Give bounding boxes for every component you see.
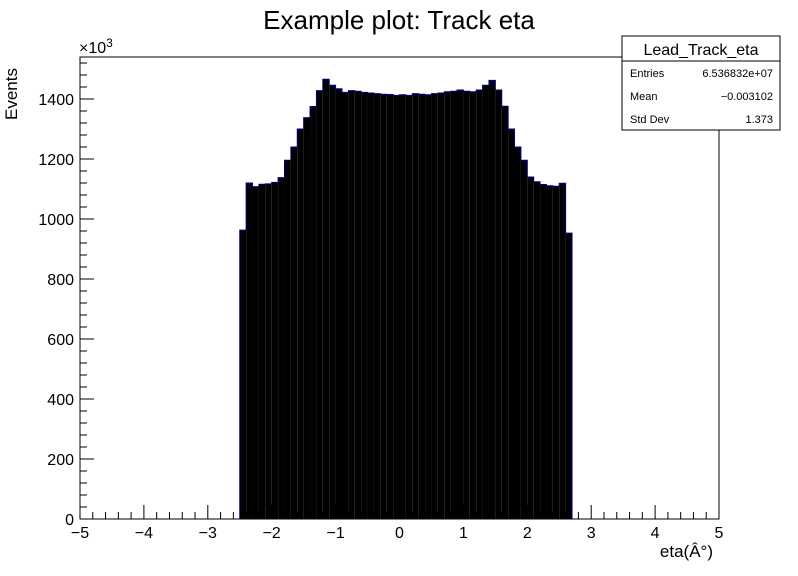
histogram-bar <box>335 88 342 520</box>
histogram-bar <box>540 184 547 519</box>
y-tick-label: 1000 <box>38 212 74 229</box>
x-tick-label: −1 <box>326 525 344 542</box>
x-tick-label: 3 <box>587 525 596 542</box>
y-tick-label: 600 <box>47 332 74 349</box>
histogram-outline <box>239 78 573 519</box>
y-axis-ticks <box>80 62 94 520</box>
histogram-bar <box>520 160 528 519</box>
histogram-bar <box>565 233 573 519</box>
y-tick-label: 400 <box>47 392 74 409</box>
histogram-bar <box>457 90 464 519</box>
histogram-bar <box>546 185 553 519</box>
stats-stddev-value: 1.373 <box>745 114 773 126</box>
histogram-bar <box>354 91 362 519</box>
stats-entries-label: Entries <box>630 68 665 80</box>
y-tick-label: 1400 <box>38 92 74 109</box>
histogram-bar <box>252 186 259 519</box>
x-tick-label: 5 <box>715 525 724 542</box>
y-axis-multiplier-exponent: 3 <box>106 36 113 50</box>
histogram-bar <box>508 129 515 519</box>
y-tick-label: 1200 <box>38 152 74 169</box>
x-tick-label: 2 <box>523 525 532 542</box>
histogram-bar <box>393 95 400 520</box>
histogram-bar <box>322 79 330 519</box>
x-axis-ticks <box>79 505 720 519</box>
histogram-bar <box>271 182 279 519</box>
histogram-bar <box>348 90 355 519</box>
x-tick-label: −3 <box>199 525 217 542</box>
histogram-bar <box>514 147 521 519</box>
stats-mean-value: −0.003102 <box>721 91 773 103</box>
histogram-bar <box>450 91 458 519</box>
histogram-bar <box>501 106 509 519</box>
stats-stddev-label: Std Dev <box>630 114 670 126</box>
histogram-bars <box>239 78 573 520</box>
histogram-bar <box>425 94 432 520</box>
histogram-bar <box>418 94 426 519</box>
histogram-bar <box>284 160 291 519</box>
histogram-bar <box>405 95 413 520</box>
histogram-bar <box>278 177 285 519</box>
x-tick-label: 0 <box>395 525 404 542</box>
y-tick-label: 200 <box>47 452 74 469</box>
histogram-bar <box>444 91 451 520</box>
histogram-bar <box>488 80 496 520</box>
histogram-bar <box>552 186 560 520</box>
histogram-bar <box>367 93 374 519</box>
histogram-bar <box>290 147 298 519</box>
x-tick-label: −4 <box>135 525 153 542</box>
histogram-bar <box>361 92 368 520</box>
histogram-bar <box>559 183 566 520</box>
y-tick-label: 0 <box>65 512 74 529</box>
x-tick-label: 4 <box>651 525 660 542</box>
histogram-bar <box>533 181 541 520</box>
histogram-bar <box>246 183 253 519</box>
histogram-bar <box>463 91 470 519</box>
histogram-bar <box>373 93 381 519</box>
histogram-bar <box>329 85 336 519</box>
histogram-bar <box>239 230 247 519</box>
histogram-bar <box>265 183 272 519</box>
x-axis-label: eta(Â°) <box>660 542 713 561</box>
histogram-bar <box>380 94 387 519</box>
x-tick-label: 1 <box>459 525 468 542</box>
histogram-bar <box>341 92 349 520</box>
histogram-bar <box>297 129 304 519</box>
stats-mean-label: Mean <box>630 91 658 103</box>
histogram-bar <box>399 94 406 520</box>
histogram-bar <box>386 94 394 519</box>
histogram-bar <box>303 117 311 519</box>
stats-box-frame <box>621 35 781 131</box>
histogram-bar <box>412 93 419 519</box>
chart-title: Example plot: Track eta <box>263 5 535 35</box>
histogram-bar <box>476 90 483 519</box>
histogram-bar <box>437 93 445 519</box>
x-tick-label: −5 <box>71 525 89 542</box>
histogram-bar <box>431 93 438 519</box>
y-axis-tick-labels: 0 200 400 600 800 1000 1200 1400 <box>38 92 74 529</box>
histogram-bar <box>482 85 489 519</box>
y-axis-multiplier: ×103 <box>79 36 113 57</box>
y-axis-label: Events <box>2 68 21 120</box>
y-axis-multiplier-base: ×10 <box>79 40 106 57</box>
histogram-bar <box>310 106 317 519</box>
histogram-bar <box>469 91 477 520</box>
x-axis-tick-labels: −5 −4 −3 −2 −1 0 1 2 3 4 5 <box>71 525 724 542</box>
y-tick-label: 800 <box>47 272 74 289</box>
histogram-bar <box>527 177 534 519</box>
stats-box: Lead_Track_eta Entries 6.536832e+07 Mean… <box>621 35 781 131</box>
histogram-bar <box>258 184 266 519</box>
stats-box-title: Lead_Track_eta <box>643 42 758 59</box>
histogram-bar <box>316 90 323 519</box>
histogram-bar <box>495 90 502 519</box>
x-tick-label: −2 <box>263 525 281 542</box>
stats-entries-value: 6.536832e+07 <box>702 68 773 80</box>
